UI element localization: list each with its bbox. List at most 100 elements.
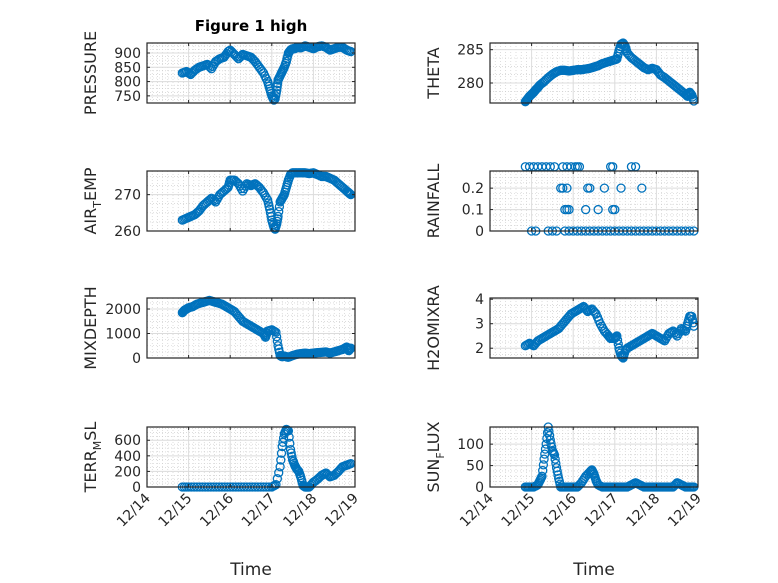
subplot-h2omixra: 2 3 4 H2OMIXRA	[424, 285, 699, 371]
y-tick-label: 100	[457, 437, 484, 453]
data-point	[256, 64, 266, 74]
data-point	[562, 183, 572, 193]
data-point	[564, 204, 574, 215]
y-tick-label: 0.1	[462, 203, 484, 219]
y-tick-label: 200	[114, 464, 141, 480]
data-point	[275, 462, 285, 472]
axes-box	[146, 42, 356, 104]
x-tick-label: 12/18	[280, 491, 320, 531]
y-tick-label: 0	[475, 224, 484, 240]
y-axis-label-part: RAINFALL	[424, 164, 443, 239]
data-point	[536, 473, 546, 483]
x-tick-label: 12/14	[114, 490, 154, 530]
data-point	[538, 465, 548, 476]
y-axis-label-subscript: F	[434, 452, 447, 458]
y-tick-label: 0	[132, 351, 141, 367]
y-tick-label: 50	[466, 459, 484, 475]
data-point	[272, 474, 282, 484]
y-axis-label-part: SL	[81, 422, 100, 441]
data-point	[272, 332, 282, 342]
axes-box	[146, 426, 356, 488]
y-tick-label: 850	[114, 60, 141, 76]
y-axis-label: PRESSURE	[81, 31, 100, 115]
data-point	[616, 183, 626, 193]
data-point	[550, 454, 560, 464]
data-point	[286, 448, 296, 458]
x-tick-label: 12/17	[239, 491, 279, 531]
axes-box	[489, 426, 699, 488]
x-tick-label: 12/19	[665, 491, 705, 531]
subplot-sun-flux: 12/14 12/15 12/16 12/17 12/18 12/19 0 50 100 SUNF…	[424, 421, 705, 580]
data-point	[284, 432, 294, 442]
y-tick-label: 2000	[105, 302, 141, 318]
data-point	[588, 306, 598, 316]
data-point	[261, 193, 271, 203]
data-point	[285, 444, 296, 455]
y-tick-label: 0	[475, 480, 484, 496]
subplot-rainfall: 0 0.1 0.2 RAINFALL	[424, 162, 699, 240]
data-point	[283, 177, 293, 188]
y-tick-label: 750	[114, 89, 141, 105]
data-point	[593, 204, 603, 215]
y-axis-label: AIRTEMP	[81, 167, 104, 234]
data-point	[276, 455, 286, 465]
data-point	[538, 460, 549, 470]
y-axis-label-subscript: M	[91, 441, 104, 451]
y-tick-label: 270	[114, 188, 141, 204]
y-tick-label: 285	[457, 43, 484, 59]
y-axis-label-part: H2OMIXRA	[424, 285, 443, 371]
y-tick-label: 1000	[105, 327, 141, 343]
x-axis-label: Time	[229, 560, 272, 580]
data-point	[204, 61, 214, 71]
y-tick-label: 800	[114, 75, 141, 91]
x-tick-label: 12/17	[582, 491, 622, 531]
data-point	[274, 206, 284, 217]
y-tick-label: 3	[475, 317, 484, 333]
data-point	[344, 46, 355, 56]
data-point	[266, 211, 276, 222]
data-point	[613, 339, 623, 349]
data-point	[264, 201, 274, 211]
data-point	[274, 468, 284, 478]
y-axis-label-part: MIXDEPTH	[81, 286, 100, 369]
data-point	[307, 43, 317, 53]
data-point	[552, 466, 562, 476]
data-point	[679, 88, 689, 98]
y-axis-label: MIXDEPTH	[81, 286, 100, 369]
data-point	[183, 67, 193, 78]
y-tick-label: 260	[114, 224, 141, 240]
x-tick-label: 12/15	[499, 491, 539, 531]
minor-grid	[490, 171, 698, 232]
y-axis-label: THETA	[424, 47, 443, 99]
y-axis-label-part: TERR	[81, 450, 100, 493]
y-tick-label: 0.2	[462, 181, 484, 197]
x-tick-label: 12/18	[623, 491, 663, 531]
y-tick-label: 900	[114, 46, 141, 62]
axes-box	[489, 42, 699, 104]
subplot-mixdepth: 0 1000 2000 MIXDEPTH	[81, 286, 356, 370]
data-series	[520, 301, 699, 363]
y-axis-label-part: EMP	[81, 167, 100, 201]
x-tick-label: 12/19	[322, 491, 362, 531]
x-tick-label: 12/16	[540, 490, 580, 530]
y-tick-label: 400	[114, 449, 141, 465]
axes-box	[489, 170, 699, 232]
data-point	[546, 438, 556, 449]
y-axis-label: RAINFALL	[424, 164, 443, 239]
data-point	[345, 344, 355, 354]
data-point	[278, 437, 288, 447]
x-tick-label: 12/14	[457, 490, 497, 530]
data-point	[669, 328, 680, 338]
data-point	[222, 48, 232, 59]
subplot-theta: 280 285 THETA	[424, 38, 699, 107]
data-point	[272, 78, 283, 89]
data-point	[547, 442, 557, 452]
data-point	[549, 448, 559, 459]
y-axis-label-part: PRESSURE	[81, 31, 100, 115]
data-point	[558, 183, 568, 193]
data-point	[581, 204, 591, 215]
data-point	[594, 315, 604, 326]
y-axis-label: SUNFLUX	[424, 421, 447, 492]
